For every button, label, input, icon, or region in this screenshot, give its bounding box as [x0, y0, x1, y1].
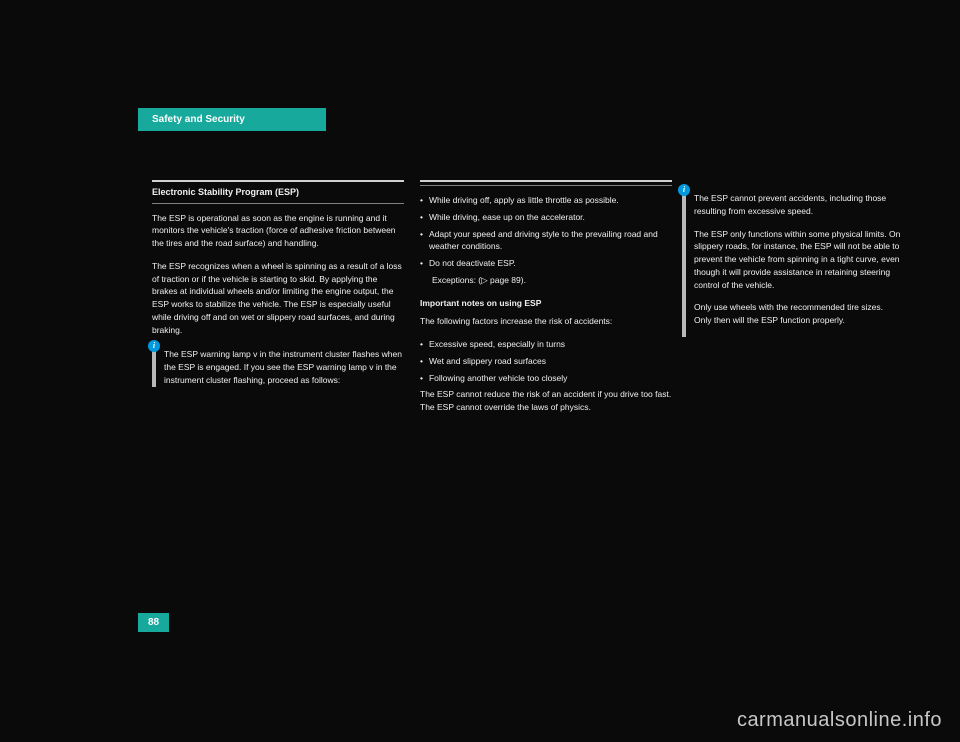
info-sidebar-rule: i	[682, 190, 686, 337]
list-item: •While driving off, apply as little thro…	[420, 194, 672, 207]
page-number-badge: 88	[138, 613, 169, 632]
list-item: •Wet and slippery road surfaces	[420, 355, 672, 368]
info-sidebar-rule: i	[152, 346, 156, 386]
column-left: Electronic Stability Program (ESP) The E…	[152, 180, 404, 424]
list-item: •Excessive speed, especially in turns	[420, 338, 672, 351]
manual-page: Safety and Security Electronic Stability…	[90, 60, 870, 660]
list-item: •Adapt your speed and driving style to t…	[420, 228, 672, 254]
list-item: •Following another vehicle too closely	[420, 372, 672, 385]
subheading: Important notes on using ESP	[420, 297, 672, 310]
section-tab: Safety and Security	[138, 108, 326, 131]
body-text: The following factors increase the risk …	[420, 315, 672, 328]
list-item: •Do not deactivate ESP.	[420, 257, 672, 270]
body-text: The ESP recognizes when a wheel is spinn…	[152, 260, 404, 337]
body-text: The ESP cannot reduce the risk of an acc…	[420, 388, 672, 414]
content-columns: Electronic Stability Program (ESP) The E…	[152, 180, 672, 424]
page-number: 88	[148, 617, 159, 628]
info-text: The ESP cannot prevent accidents, includ…	[694, 190, 902, 337]
info-icon: i	[148, 340, 160, 352]
info-note: i The ESP cannot prevent accidents, incl…	[682, 190, 902, 337]
section-heading: Electronic Stability Program (ESP)	[152, 180, 404, 204]
watermark-text: carmanualsonline.info	[737, 709, 942, 732]
body-text: The ESP is operational as soon as the en…	[152, 212, 404, 250]
column-middle: •While driving off, apply as little thro…	[420, 180, 672, 424]
section-tab-label: Safety and Security	[152, 114, 245, 125]
column-right: i The ESP cannot prevent accidents, incl…	[682, 180, 902, 347]
body-text: Exceptions: (▷ page 89).	[420, 274, 672, 287]
list-item: •While driving, ease up on the accelerat…	[420, 211, 672, 224]
info-text: The ESP warning lamp v in the instrument…	[164, 346, 404, 386]
info-icon: i	[678, 184, 690, 196]
column-rule	[420, 180, 672, 186]
info-note: i The ESP warning lamp v in the instrume…	[152, 346, 404, 386]
